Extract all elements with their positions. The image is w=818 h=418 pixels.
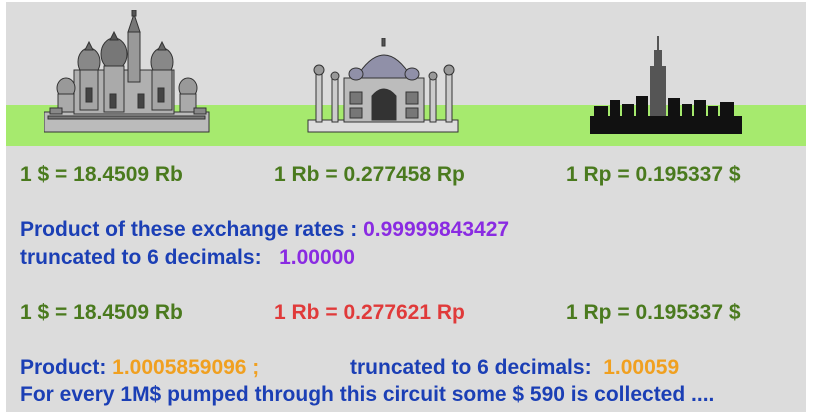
truncated-value: 1.00059 [603, 356, 680, 379]
exchange-arbitrage-panel: 1 $ = 18.4509 Rb 1 Rb = 0.277458 Rp 1 Rp… [6, 2, 806, 412]
new-york-skyline-icon [590, 36, 742, 134]
product2-line: Product: 1.0005859096 ; [20, 357, 259, 378]
truncated-label: truncated to 6 decimals: [20, 246, 262, 269]
rate-label: 1 Rp = [566, 163, 636, 186]
rate-rp-usd-2: 1 Rp = 0.195337 $ [566, 302, 741, 323]
taj-mahal-icon [307, 38, 459, 133]
rate-value: 0.277458 Rp [343, 163, 465, 186]
rate-rb-rp-changed: 1 Rb = 0.277621 Rp [274, 302, 465, 323]
moscow-cathedral-icon [44, 10, 210, 133]
rate-label: 1 $ = [20, 301, 74, 324]
rate-value: 0.195337 $ [635, 163, 741, 186]
truncated2-line: truncated to 6 decimals: 1.00059 [350, 357, 679, 378]
rate-label: 1 Rb = [274, 163, 344, 186]
rate-rb-rp: 1 Rb = 0.277458 Rp [274, 164, 465, 185]
rate-usd-rb-2: 1 $ = 18.4509 Rb [20, 302, 183, 323]
product-label: Product: [20, 356, 107, 379]
truncated-label: truncated to 6 decimals: [350, 356, 592, 379]
rate-rp-usd: 1 Rp = 0.195337 $ [566, 164, 741, 185]
rate-value: 18.4509 Rb [73, 163, 183, 186]
rate-label: 1 Rb = [274, 301, 344, 324]
rate-value: 0.195337 $ [635, 301, 741, 324]
product-value: 0.99999843427 [363, 218, 510, 241]
rate-label: 1 $ = [20, 163, 74, 186]
rate-usd-rb: 1 $ = 18.4509 Rb [20, 164, 183, 185]
product-line: Product of these exchange rates : 0.9999… [20, 219, 509, 240]
conclusion-text: For every 1M$ pumped through this circui… [20, 383, 715, 406]
product-value: 1.0005859096 ; [112, 356, 260, 379]
truncated-value: 1.00000 [279, 246, 355, 269]
rate-label: 1 Rp = [566, 301, 636, 324]
truncated-line: truncated to 6 decimals: 1.00000 [20, 247, 355, 268]
rate-value: 0.277621 Rp [343, 301, 465, 324]
rate-value: 18.4509 Rb [73, 301, 183, 324]
product-label: Product of these exchange rates : [20, 218, 358, 241]
